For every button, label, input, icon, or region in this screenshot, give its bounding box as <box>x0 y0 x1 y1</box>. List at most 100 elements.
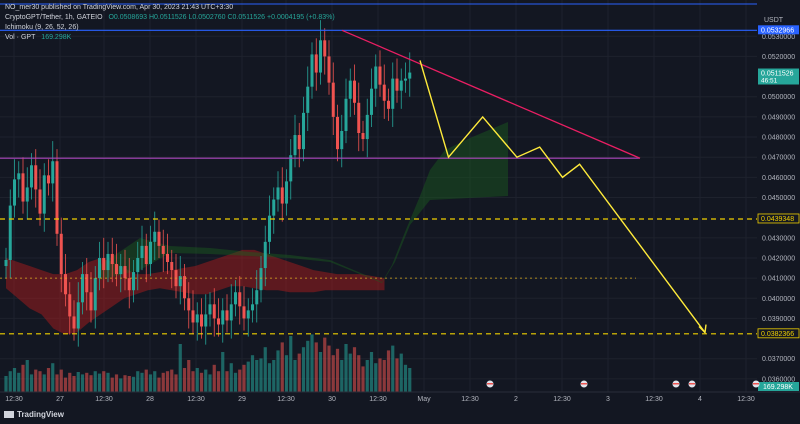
volume-bar <box>301 347 306 392</box>
price-label-text: 0.0439348 <box>761 216 794 223</box>
volume-bar <box>8 371 12 392</box>
price-label-box <box>757 213 800 224</box>
candle-body <box>13 179 16 206</box>
volume-bar <box>395 358 399 392</box>
candle-body <box>102 257 106 271</box>
volume-bar <box>340 360 344 392</box>
candle-body <box>391 78 395 109</box>
volume-bar <box>187 360 191 392</box>
candle-body <box>21 173 25 202</box>
us-flag-event-stripe <box>581 383 587 385</box>
volume-bar <box>4 376 8 392</box>
volume-bar <box>399 353 403 392</box>
candle-body <box>272 199 276 216</box>
candle-body <box>64 274 67 295</box>
volume-bar <box>127 376 131 392</box>
volume-bar <box>102 371 106 392</box>
y-tick-label: 0.0430000 <box>762 235 795 242</box>
candle-body <box>89 292 93 311</box>
volume-bar <box>204 369 208 392</box>
published-line: NO_mer30 published on TradingView.com, A… <box>5 3 237 12</box>
volume-label: Vol · GPT <box>5 34 36 41</box>
price-label-countdown: 46:51 <box>761 78 778 85</box>
candle-body <box>306 86 310 113</box>
candle-body <box>323 40 327 57</box>
published-text: NO_mer30 published on TradingView.com, A… <box>5 4 234 11</box>
candle-body <box>59 233 63 275</box>
candle-body <box>395 78 399 91</box>
candle-body <box>136 257 140 273</box>
candle-body <box>387 100 390 109</box>
volume-bar <box>306 340 310 392</box>
price-label-text: 0.0511526 <box>761 71 794 78</box>
volume-bar <box>119 378 123 392</box>
volume-bar <box>386 350 391 392</box>
volume-bar <box>297 353 301 392</box>
volume-bar <box>250 355 255 392</box>
x-tick-label: 30 <box>328 396 336 403</box>
us-flag-event-stripe <box>487 383 493 385</box>
volume-bar <box>361 366 365 392</box>
symbol-text: CryptoGPT/Tether, 1h, GATEIO <box>5 14 103 21</box>
x-tick-label: 12:30 <box>737 396 755 403</box>
volume-bar <box>174 374 178 392</box>
candle-body <box>161 245 165 254</box>
price-label-box <box>758 25 799 35</box>
volume-bar <box>289 336 293 392</box>
candle-body <box>263 241 267 269</box>
volume-bar <box>403 364 408 392</box>
candle-body <box>242 306 246 319</box>
volume-bar <box>144 369 148 392</box>
candle-body <box>319 40 322 73</box>
brand-footer: TradingView <box>4 410 64 419</box>
candle-body <box>30 165 33 188</box>
us-flag-event-stripe <box>753 383 759 385</box>
candle-body <box>76 302 80 329</box>
candle-body <box>149 241 152 265</box>
volume-bar <box>357 355 361 392</box>
y-tick-label: 0.0450000 <box>762 195 795 202</box>
volume-bar <box>238 369 242 392</box>
candle-body <box>340 131 344 150</box>
x-tick-label: 12:30 <box>187 396 205 403</box>
candle-body <box>310 54 314 87</box>
volume-bar <box>170 369 174 392</box>
candle-body <box>183 276 186 299</box>
volume-bar <box>72 376 76 392</box>
volume-bar <box>352 347 357 392</box>
candle-body <box>302 112 305 150</box>
volume-bar <box>136 371 140 392</box>
candle-body <box>327 56 331 83</box>
candle-body <box>238 292 242 307</box>
x-tick-label: 12:30 <box>461 396 479 403</box>
candle-body <box>399 80 403 91</box>
volume-bar <box>51 363 55 392</box>
candle-body <box>153 231 157 242</box>
volume-value: 169.298K <box>41 34 72 41</box>
candle-body <box>246 310 250 319</box>
candle-body <box>47 175 50 184</box>
candle-body <box>268 215 271 242</box>
y-tick-label: 0.0390000 <box>762 316 795 323</box>
volume-bar <box>327 345 331 392</box>
price-label-text: 0.0382366 <box>761 331 794 338</box>
y-tick-label: 0.0530000 <box>762 34 795 41</box>
candle-body <box>208 304 212 315</box>
y-tick-label: 0.0360000 <box>762 376 795 383</box>
candle-body <box>280 187 284 204</box>
candle-body <box>8 205 12 260</box>
volume-bar <box>310 334 314 392</box>
volume-bar <box>314 342 318 392</box>
x-tick-label: May <box>417 396 431 403</box>
candle-body <box>365 114 369 140</box>
candle-body <box>4 259 8 267</box>
volume-bar <box>382 360 386 392</box>
candle-body <box>336 116 339 150</box>
x-tick-label: 12:30 <box>95 396 113 403</box>
symbol-line: CryptoGPT/Tether, 1h, GATEIO O0.0508693 … <box>5 13 339 22</box>
brand-label: TradingView <box>17 410 64 419</box>
candle-body <box>132 272 135 291</box>
tradingview-logo-icon <box>4 411 14 419</box>
